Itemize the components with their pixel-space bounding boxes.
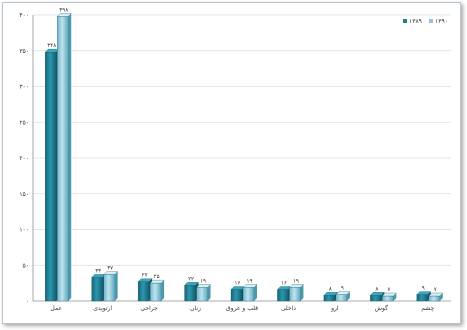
grid-layer [33, 14, 451, 266]
data-label: ۳۴۸ [47, 43, 56, 49]
bar-series-2 [149, 282, 162, 302]
y-tick-label: ۳۵۰ [19, 48, 29, 55]
x-tick-label: عمل [50, 305, 62, 312]
bar-series-2 [428, 295, 440, 302]
data-label: ۱۹ [200, 278, 206, 284]
y-tick-label: ۴۰۰ [19, 12, 29, 19]
x-tick-label: ارو [330, 305, 339, 312]
y-tick-label: ۳۰۰ [19, 84, 29, 91]
bar-side-face [68, 13, 72, 302]
x-tick-label: جراحی [140, 305, 158, 312]
legend-label: ۱۳۹۰ [435, 18, 448, 25]
data-label: ۹ [341, 286, 344, 292]
bar-side-face [254, 284, 257, 301]
bar-layer [44, 13, 444, 302]
data-label: ۱۹ [247, 278, 253, 284]
data-label: ۸ [375, 286, 378, 292]
axis-layer: ۰ ۵۰ ۱۰۰ ۱۵۰ ۲۰۰ ۲۵۰ ۳۰۰ ۳۵۰ ۴۰۰ عمل ارتوپدی جراحی ز… [19, 12, 451, 312]
data-label: ۱۹ [293, 278, 299, 284]
bar-series-1 [137, 281, 150, 302]
data-label: ۲۵ [154, 274, 160, 280]
bar-series-2 [242, 287, 255, 302]
y-tick-label: ۱۰۰ [19, 227, 29, 234]
bar-series-1 [45, 52, 57, 302]
bar-side-face [114, 271, 118, 301]
legend-swatch [429, 19, 433, 23]
bar-chart: ۰ ۵۰ ۱۰۰ ۱۵۰ ۲۰۰ ۲۵۰ ۳۰۰ ۳۵۰ ۴۰۰ عمل ارتوپدی جراحی ز… [19, 7, 451, 312]
bar-side-face [300, 284, 304, 301]
data-label: ۱۶ [281, 281, 287, 287]
legend-label: ۱۳۸۹ [409, 18, 422, 25]
data-label: ۳۷ [107, 266, 113, 272]
bar-series-2 [57, 16, 69, 302]
bar-series-2 [103, 274, 115, 302]
bar-side-face [439, 292, 443, 301]
legend: ۱۳۸۹ ۱۳۹۰ [403, 18, 448, 25]
data-label: ۲۲ [188, 276, 194, 282]
bar-series-1 [91, 277, 103, 302]
y-tick-label: ۲۰۰ [19, 155, 29, 162]
bar-series-2 [196, 287, 208, 302]
bar-series-1 [230, 289, 243, 302]
y-tick-label: ۱۵۰ [19, 191, 29, 198]
bar-series-2 [382, 295, 394, 302]
data-label: ۳۳ [95, 268, 101, 274]
x-tick-label: زنان [190, 305, 201, 312]
data-label: ۷ [387, 287, 390, 293]
data-label: ۸ [329, 286, 332, 292]
bar-series-1 [184, 285, 196, 302]
bar-series-1 [277, 289, 289, 302]
x-tick-label: چشم [421, 305, 434, 312]
legend-swatch [403, 19, 407, 23]
bar-series-1 [416, 294, 428, 302]
x-tick-label: داخلی [281, 305, 296, 312]
x-tick-label: گوش [375, 304, 388, 312]
data-label: ۳۹۸ [59, 7, 68, 13]
data-label: ۲۷ [142, 273, 148, 279]
data-label: ۹ [422, 286, 425, 292]
x-tick-label: قلب و عروق [226, 305, 258, 312]
y-tick-label: ۵۰ [23, 262, 29, 269]
bar-series-1 [323, 295, 336, 302]
data-label-layer: ۳۴۸ ۳۹۸ ۳۳ ۳۷ ۲۷ ۲۵ ۲۲ ۱۹ ۱۶ ۱۹ ۱۶ ۱۹ ۸ ۹ ۸ ۷ ۹ ۷ [47, 7, 437, 293]
y-tick-label: ۲۵۰ [19, 119, 29, 126]
bar-series-2 [289, 287, 301, 302]
chart-frame: ۰ ۵۰ ۱۰۰ ۱۵۰ ۲۰۰ ۲۵۰ ۳۰۰ ۳۵۰ ۴۰۰ عمل ارتوپدی جراحی ز… [2, 2, 461, 324]
y-tick-label: ۰ [26, 298, 29, 305]
bar-side-face [161, 280, 165, 301]
bar-side-face [393, 292, 397, 301]
bar-series-1 [370, 295, 382, 302]
bar-side-face [207, 284, 211, 301]
x-tick-label: ارتوپدی [93, 305, 112, 312]
data-label: ۷ [434, 287, 437, 293]
bar-side-face [346, 291, 350, 301]
bar-series-2 [335, 294, 348, 302]
data-label: ۱۶ [235, 281, 241, 287]
